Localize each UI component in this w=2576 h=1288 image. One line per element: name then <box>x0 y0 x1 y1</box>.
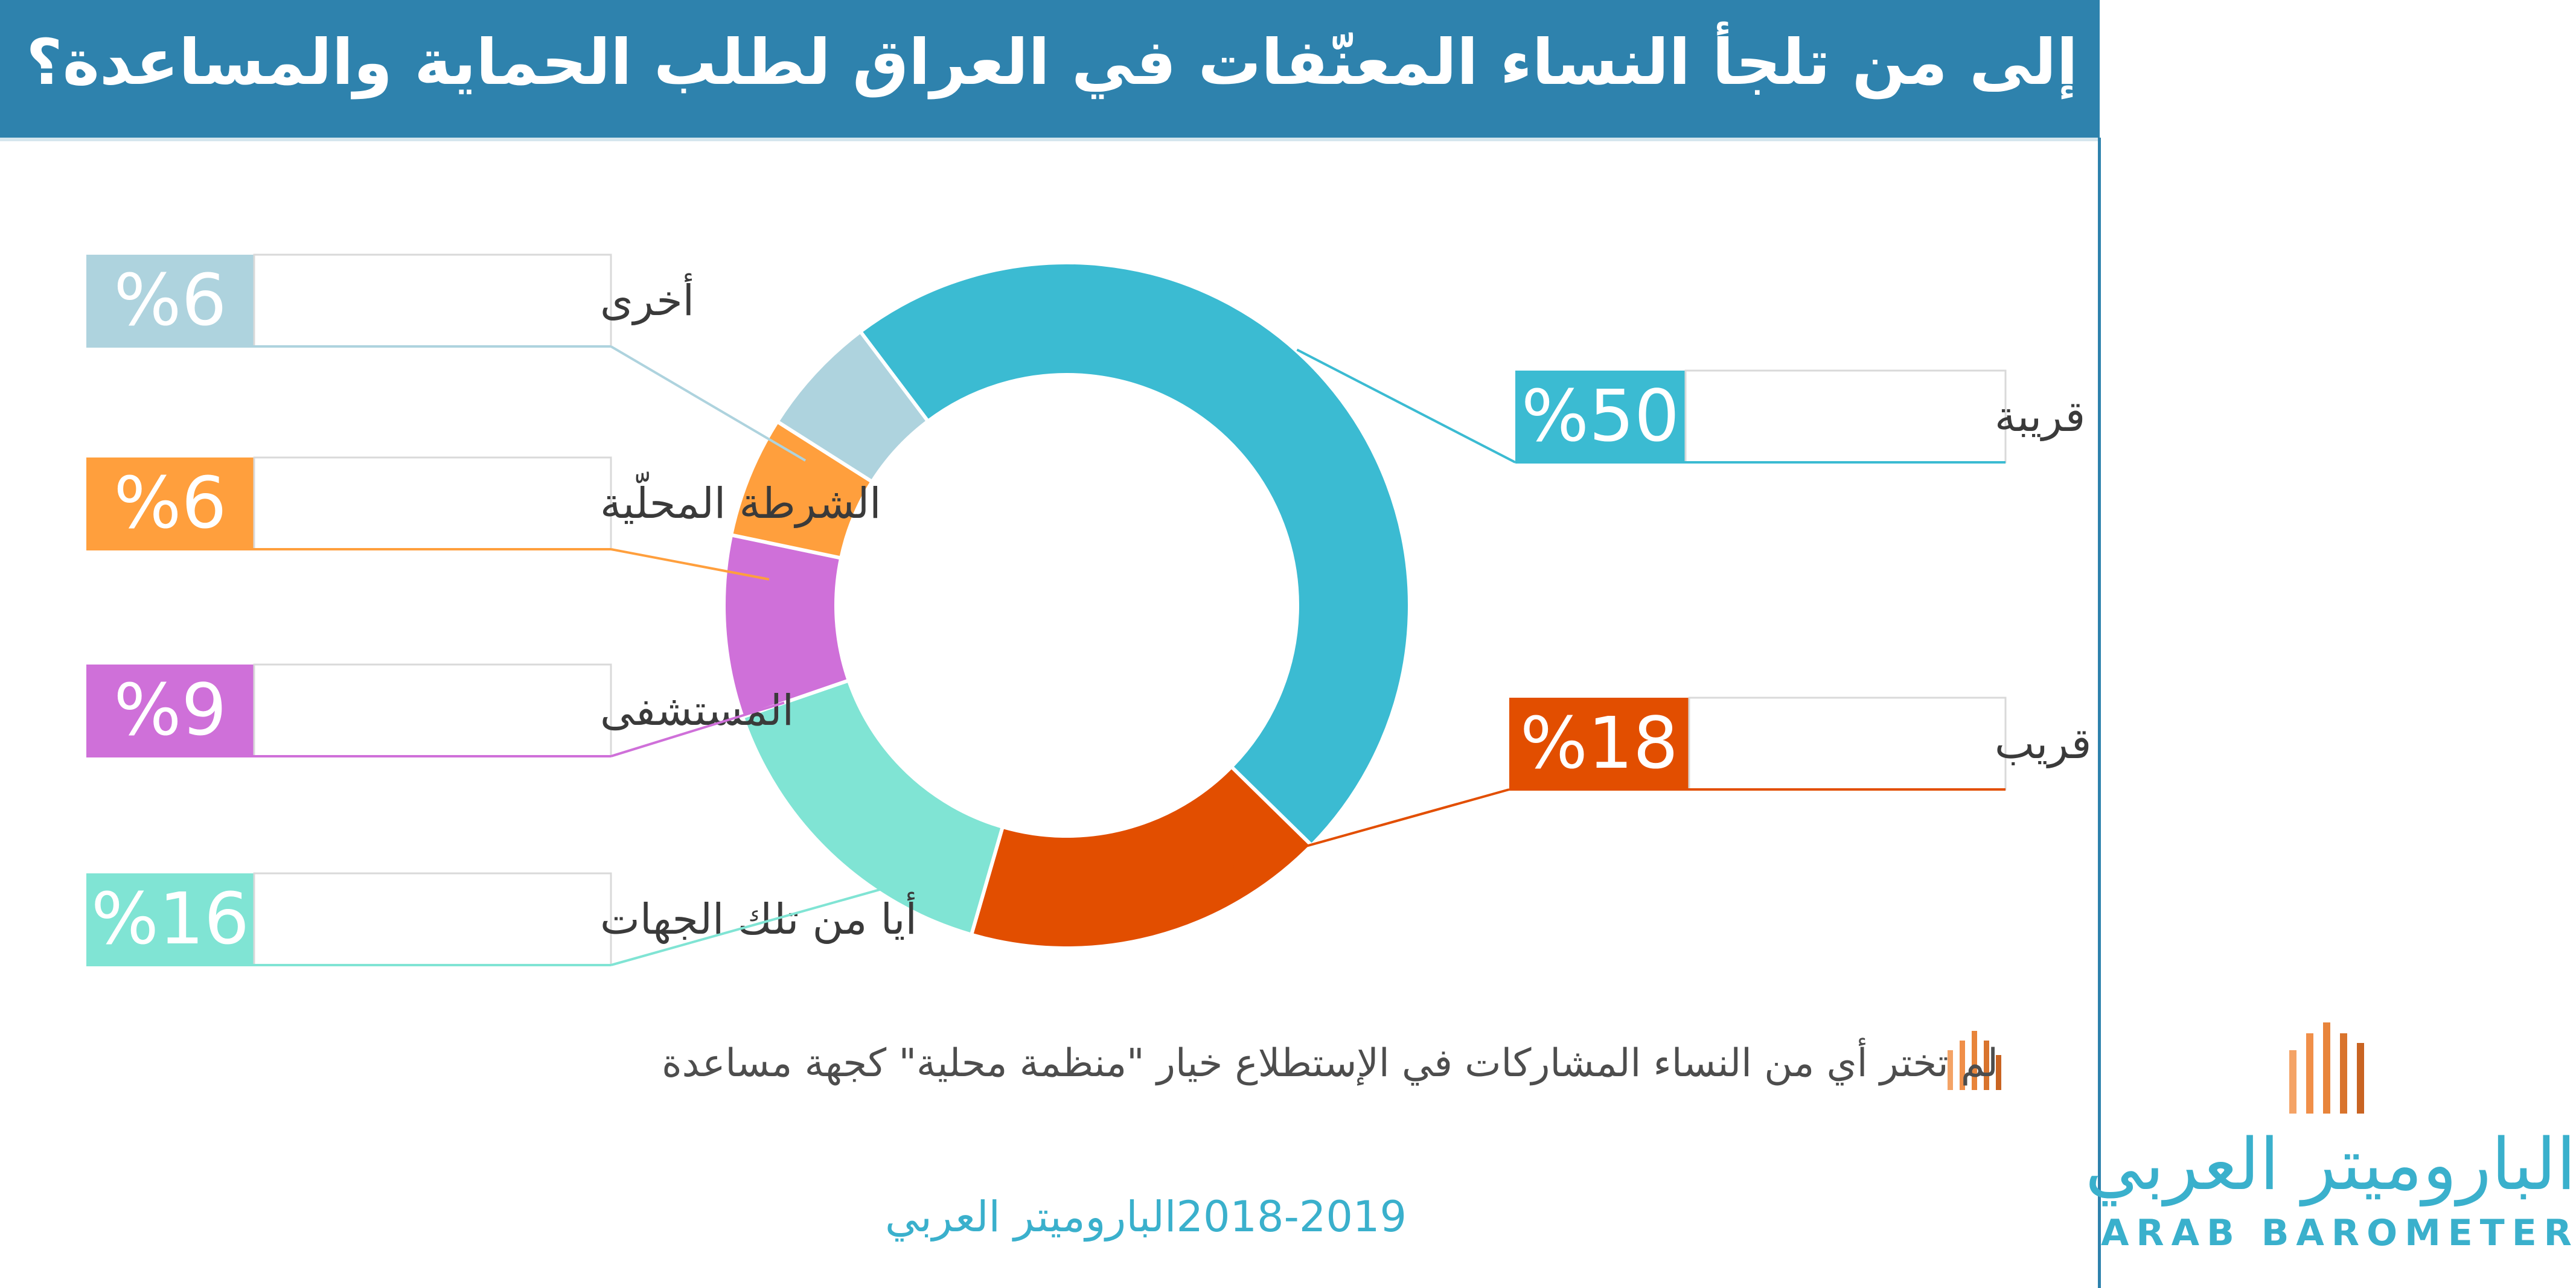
value-label-5: %6 <box>113 258 226 342</box>
title-bar: إلى من تلجأ النساء المعنّفات في العراق ل… <box>0 0 2100 138</box>
value-label-4: %6 <box>113 461 226 544</box>
logo-arabic: الباروميتر العربي <box>2085 1123 2576 1206</box>
barometer-bars-icon <box>2289 1022 2364 1114</box>
label-box-1 <box>1688 697 2007 791</box>
label-box-5 <box>253 253 612 348</box>
value-box-3 <box>86 665 254 756</box>
category-label-5: أخرى <box>600 273 694 325</box>
leader-line-3 <box>610 701 785 757</box>
slice-label-5: %6 أخرى <box>86 253 807 462</box>
label-box-3 <box>253 663 612 757</box>
donut-slice-2 <box>740 678 1005 937</box>
category-label-1: قريب <box>1995 719 2091 768</box>
value-label-1: %18 <box>1520 701 1678 785</box>
source-name: الباروميتر العربي <box>884 1192 1177 1242</box>
value-box-0 <box>1515 371 1686 462</box>
value-box-4 <box>86 457 254 549</box>
bars-icon <box>1948 1031 2001 1090</box>
source-line: الباروميتر العربي2018-2019 <box>0 1192 1407 1242</box>
label-box-4 <box>253 456 612 550</box>
leader-line-2 <box>610 872 936 966</box>
slice-label-0: %50 قريبة <box>1296 348 2085 464</box>
slice-label-2: %16 أيا من تلك الجهات <box>86 872 936 966</box>
value-box-2 <box>86 873 254 965</box>
category-label-0: قريبة <box>1995 392 2085 441</box>
category-label-2: أيا من تلك الجهات <box>600 891 917 944</box>
source-years: 2018-2019 <box>1176 1192 1407 1242</box>
donut-slice-0 <box>857 261 1411 848</box>
leader-line-5 <box>610 345 807 462</box>
value-box-5 <box>86 255 254 346</box>
label-box-0 <box>1684 369 2007 464</box>
category-label-3: المستشفى <box>600 686 794 735</box>
value-box-1 <box>1509 698 1689 789</box>
slice-label-3: %9 المستشفى <box>86 663 794 757</box>
vertical-divider <box>2098 138 2101 1288</box>
value-label-3: %9 <box>113 668 226 751</box>
donut-slice-5 <box>775 329 931 485</box>
donut-slice-1 <box>969 764 1314 950</box>
page-title: إلى من تلجأ النساء المعنّفات في العراق ل… <box>26 25 2078 99</box>
category-label-4: الشرطة المحلّية <box>600 472 881 528</box>
value-label-0: %50 <box>1521 374 1680 457</box>
slice-label-1: %18 قريب <box>1183 697 2091 882</box>
label-box-2 <box>253 872 612 966</box>
leader-line-0 <box>1296 348 1516 464</box>
value-label-2: %16 <box>91 877 249 960</box>
logo-english: ARAB BAROMETER <box>2101 1212 2576 1254</box>
donut-chart: %50 قريبة %18 قريب %16 أيا من تلك الجهات %9 الم… <box>86 253 2091 966</box>
leader-line-1 <box>1183 788 1510 882</box>
slice-label-4: %6 الشرطة المحلّية <box>86 456 881 581</box>
footnote: لم تختر أي من النساء المشاركات في الإستط… <box>662 1041 1998 1086</box>
leader-line-4 <box>610 548 770 581</box>
